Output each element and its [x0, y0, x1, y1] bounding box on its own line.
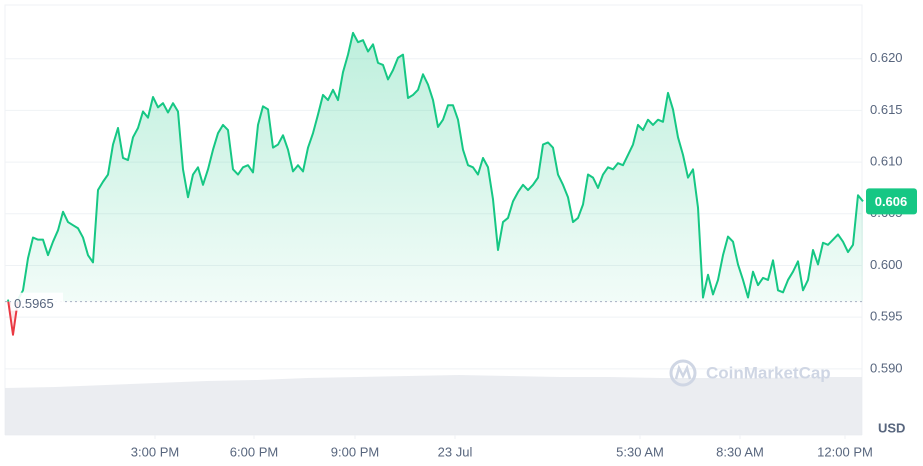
price-area	[8, 32, 863, 302]
watermark-logo	[669, 359, 697, 387]
y-tick-label: 0.615	[870, 102, 903, 117]
y-tick-label: 0.600	[870, 257, 903, 272]
currency-label: USD	[878, 420, 905, 435]
x-tick-label: 3:00 PM	[131, 444, 179, 459]
price-badge-label: 0.606	[875, 194, 908, 209]
watermark-logo-mark	[674, 364, 692, 380]
x-tick-label: 9:00 PM	[331, 444, 379, 459]
x-tick-label: 6:00 PM	[230, 444, 278, 459]
x-tick-label: 8:30 AM	[716, 444, 764, 459]
y-tick-label: 0.620	[870, 50, 903, 65]
price-badge	[866, 188, 917, 215]
x-tick-label: 23 Jul	[438, 444, 473, 459]
x-tick-label: 5:30 AM	[616, 444, 664, 459]
watermark-text: CoinMarketCap	[706, 363, 831, 382]
y-tick-label: 0.610	[870, 154, 903, 169]
volume-area	[5, 375, 862, 435]
y-tick-label: 0.595	[870, 309, 903, 324]
price-line	[7, 31, 864, 302]
reference-label: 0.5965	[14, 296, 54, 311]
watermark: CoinMarketCap	[669, 359, 831, 387]
x-tick-label: 12:00 PM	[817, 444, 873, 459]
reference-label-bg	[11, 292, 63, 311]
y-tick-label: 0.590	[870, 360, 903, 375]
